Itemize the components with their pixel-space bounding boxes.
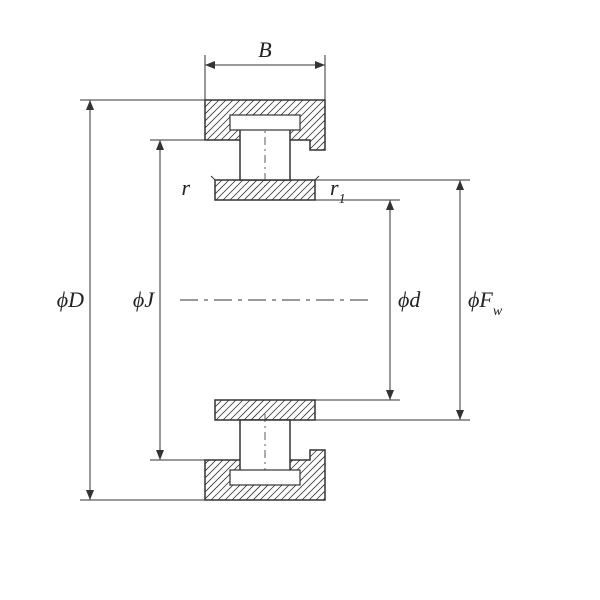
label-J: ϕJ bbox=[133, 287, 155, 312]
label-D: ϕD bbox=[57, 287, 84, 312]
label-Fw: ϕFw bbox=[468, 287, 503, 319]
label-B: B bbox=[258, 37, 271, 62]
label-d: ϕd bbox=[398, 287, 421, 312]
label-r: r bbox=[181, 175, 190, 200]
